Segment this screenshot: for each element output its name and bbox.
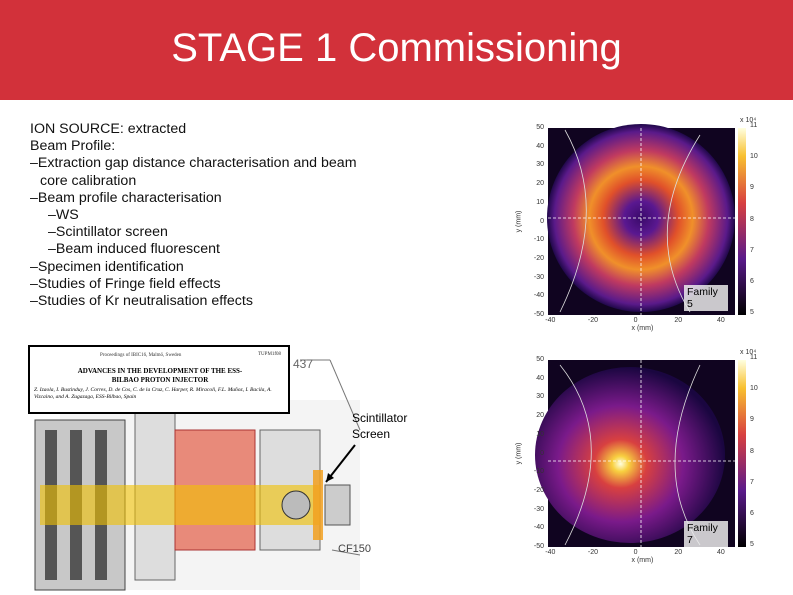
colorbar-tick-label: 9 xyxy=(750,416,754,424)
bullet: –Specimen identification xyxy=(30,258,184,275)
colorbar-tick-label: 8 xyxy=(750,215,754,223)
diagram-label: 437 xyxy=(293,357,313,371)
heatmap-2 xyxy=(535,360,746,547)
y-tick-label: 10 xyxy=(536,198,544,206)
y-tick-label: 10 xyxy=(536,430,544,438)
paper-header: TUPM1f08 xyxy=(258,352,282,357)
bullet: Beam Profile: xyxy=(30,138,116,155)
paper-authors: Z. Izaola, I. Bustinduy, J. Corres, D. d… xyxy=(34,387,272,400)
heatmap-1 xyxy=(547,124,746,315)
slide-title: STAGE 1 Commissioning xyxy=(171,26,622,70)
bullet: –Studies of Fringe field effects xyxy=(30,275,221,292)
y-tick-label: 0 xyxy=(540,217,544,225)
bullet: ION SOURCE: extracted xyxy=(30,121,187,137)
y-tick-label: -20 xyxy=(533,486,544,494)
y-tick-label: 40 xyxy=(536,142,544,150)
colorbar-scale: x 10⁴ xyxy=(740,349,757,356)
colorbar-tick-label: 11 xyxy=(750,122,758,129)
bullet: –Scintillator screen xyxy=(48,224,168,241)
y-tick-label: 50 xyxy=(536,356,544,363)
colorbar-scale: x 10⁴ xyxy=(740,117,757,124)
colorbar-tick-label: 5 xyxy=(750,541,754,548)
y-tick-label: 40 xyxy=(536,374,544,382)
colorbar-tick-label: 10 xyxy=(750,153,758,161)
y-tick-label: 30 xyxy=(536,161,544,169)
colorbar-tick-label: 11 xyxy=(750,354,758,361)
y-tick-label: -40 xyxy=(533,524,544,532)
y-tick-label: -50 xyxy=(533,311,544,318)
y-tick-label: -30 xyxy=(533,505,544,513)
plot-label: Family 7 xyxy=(684,521,728,547)
x-tick-label: -20 xyxy=(587,549,599,556)
x-axis-label: x (mm) xyxy=(631,557,654,564)
y-tick-label: -20 xyxy=(533,254,544,262)
y-tick-label: 50 xyxy=(536,124,544,131)
bullet: –Studies of Kr neutralisation effects xyxy=(30,293,253,310)
bullet: –Beam profile characterisation xyxy=(30,189,222,206)
diagram-label: CF150 xyxy=(338,543,371,555)
y-tick-label: -30 xyxy=(533,273,544,281)
bullet: core calibration xyxy=(40,172,137,189)
x-tick-label: -20 xyxy=(587,317,599,324)
paper-header: Proceedings of IBIC16, Malmö, Sweden xyxy=(100,353,182,358)
x-tick-label: 20 xyxy=(674,549,683,556)
y-axis-label: y (mm) xyxy=(515,210,523,232)
colorbar-tick-label: 6 xyxy=(750,509,754,517)
y-tick-label: -10 xyxy=(533,468,544,476)
y-tick-label: -50 xyxy=(533,543,544,550)
x-tick-label: -40 xyxy=(545,549,556,556)
x-tick-label: 40 xyxy=(717,549,725,556)
injector-diagram: 437 CF150 xyxy=(34,357,371,591)
y-tick-label: -40 xyxy=(533,292,544,300)
colorbar-tick-label: 6 xyxy=(750,277,754,285)
y-axis-label: y (mm) xyxy=(515,442,523,464)
bullet: –Beam induced fluorescent xyxy=(48,241,220,258)
x-axis-label: x (mm) xyxy=(631,325,654,332)
colorbar-tick-label: 9 xyxy=(750,184,754,192)
x-tick-label: -40 xyxy=(545,317,556,324)
colorbar-tick-label: 7 xyxy=(750,246,754,254)
paper-title: ADVANCES IN THE DEVELOPMENT OF THE ESS-B… xyxy=(77,367,243,384)
y-tick-label: 30 xyxy=(536,393,544,401)
y-tick-label: 20 xyxy=(536,180,544,188)
bullet-list: ION SOURCE: extracted Beam Profile: –Ext… xyxy=(30,121,357,310)
plot-label: Family 5 xyxy=(684,285,728,311)
colorbar-tick-label: 5 xyxy=(750,309,754,316)
bullet: –Extraction gap distance characterisatio… xyxy=(30,155,357,172)
x-tick-label: 40 xyxy=(717,317,725,324)
colorbar-tick-label: 10 xyxy=(750,385,758,393)
header-bar xyxy=(0,0,793,100)
x-tick-label: 0 xyxy=(633,549,638,556)
bullet: –WS xyxy=(48,207,79,224)
annotation: Scintillator Screen xyxy=(352,411,408,441)
y-tick-label: 0 xyxy=(540,449,544,457)
x-tick-label: 0 xyxy=(633,317,638,324)
paper-thumbnail: Proceedings of IBIC16, Malmö, Sweden TUP… xyxy=(28,345,290,414)
colorbar-tick-label: 7 xyxy=(750,478,754,486)
y-tick-label: -10 xyxy=(533,236,544,244)
y-tick-label: 20 xyxy=(536,412,544,420)
x-tick-label: 20 xyxy=(674,317,683,324)
colorbar-tick-label: 8 xyxy=(750,447,754,455)
